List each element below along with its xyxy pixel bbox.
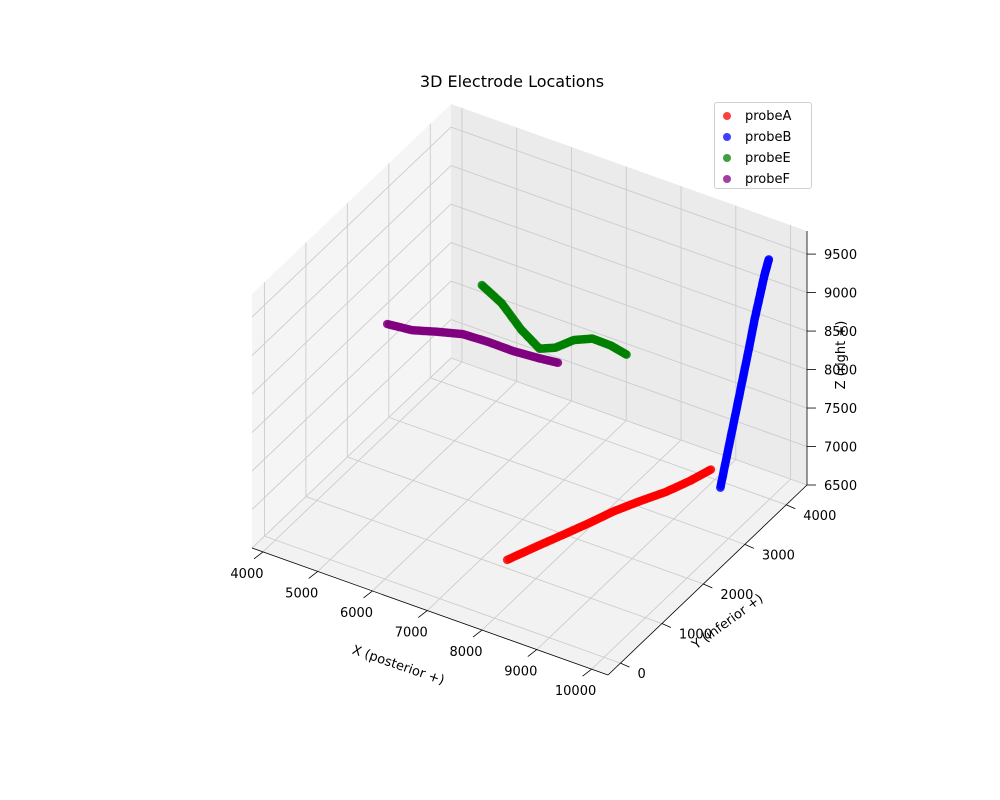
grid-line-x (536, 459, 737, 650)
x-tick-label: 10000 (555, 684, 596, 699)
grid-line-x (262, 361, 463, 553)
chart-title: 3D Electrode Locations (420, 72, 604, 91)
x-tick-label: 8000 (449, 645, 482, 660)
axis-lines (251, 231, 808, 676)
grid-line-z (450, 280, 808, 409)
z-axis-label: Z (right +) (834, 321, 849, 390)
x-axis-label: X (posterior +) (350, 643, 446, 689)
grid-line-x (426, 420, 627, 611)
legend-marker (723, 154, 731, 162)
grid-line-z (251, 319, 452, 510)
side-pane (252, 104, 451, 548)
y-tick-mark (703, 583, 713, 589)
grid-line-y (347, 456, 704, 585)
legend-label: probeE (745, 150, 791, 166)
grid-lines (251, 107, 808, 670)
x-tick-mark (527, 649, 538, 657)
grid-line-z (251, 280, 452, 472)
x-tick-label: 6000 (340, 606, 373, 621)
x-tick-mark (582, 668, 592, 677)
series-probeF (382, 319, 563, 368)
grid-line-x (481, 439, 682, 631)
grid-line-x (591, 478, 791, 670)
legend-marker (723, 133, 731, 141)
z-tick-label: 8500 (824, 325, 857, 340)
x-tick-label: 4000 (230, 567, 263, 582)
grid-line-z (251, 126, 452, 318)
grid-line-z (450, 203, 808, 332)
legend-label: probeA (745, 108, 792, 124)
y-tick-mark (620, 662, 630, 668)
data-point (706, 465, 716, 474)
x-tick-mark (253, 551, 264, 560)
grid-line-z (450, 357, 808, 486)
x-tick-label: 5000 (285, 586, 318, 601)
x-tick-label: 9000 (504, 665, 537, 680)
y-tick-mark (744, 544, 754, 549)
z-tick-label: 8000 (824, 364, 857, 379)
y-axis-line (607, 484, 808, 676)
y-tick-label: 4000 (803, 509, 836, 524)
data-points (382, 255, 774, 565)
y-tick-mark (786, 504, 796, 510)
grid-line-z (450, 126, 808, 255)
series-probeE (477, 280, 631, 359)
grid-line-y (388, 416, 745, 545)
data-point (764, 255, 774, 264)
legend-marker (723, 112, 731, 120)
y-tick-label: 3000 (762, 548, 795, 563)
legend-item-probeF: probeF (723, 170, 790, 188)
data-point (622, 350, 631, 359)
z-tick-label: 7000 (824, 441, 857, 456)
legend-item-probeE: probeE (723, 149, 791, 167)
y-tick-label: 0 (637, 667, 645, 682)
legend-item-probeA: probeA (723, 107, 791, 125)
y-tick-label: 1000 (679, 628, 712, 643)
grid-line-z (251, 165, 452, 356)
x-tick-mark (418, 610, 428, 618)
axis-panes (252, 104, 807, 675)
x-tick-mark (308, 571, 318, 579)
grid-line-y (264, 535, 621, 664)
legend-marker (723, 175, 731, 183)
z-tick-label: 6500 (824, 479, 857, 494)
legend-item-probeB: probeB (723, 128, 791, 146)
y-tick-label: 2000 (720, 588, 753, 603)
z-tick-label: 9500 (824, 248, 857, 263)
grid-line-z (251, 357, 452, 549)
legend-label: probeB (745, 129, 792, 145)
legend: probeA probeB probeE probeF (714, 102, 812, 189)
legend-label: probeF (745, 171, 790, 187)
x-tick-mark (363, 590, 373, 599)
grid-line-x (372, 400, 572, 592)
grid-line-z (251, 242, 452, 433)
series-probeB (716, 255, 774, 492)
series-probeA (502, 465, 716, 565)
grid-line-y (430, 377, 787, 506)
grid-line-z (450, 319, 808, 447)
grid-line-x (317, 381, 518, 572)
y-tick-mark (661, 623, 672, 628)
data-point (553, 358, 563, 368)
z-tick-label: 9000 (824, 287, 857, 302)
x-axis-line (251, 547, 609, 676)
grid-line-z (450, 165, 808, 293)
grid-line-y (305, 496, 663, 624)
grid-line-z (251, 203, 452, 395)
z-tick-label: 7500 (824, 402, 857, 417)
tick-labels: 4000 5000 6000 7000 8000 9000 10000 0 1000 2000 30… (230, 248, 857, 699)
x-tick-mark (472, 629, 483, 638)
x-tick-label: 7000 (395, 626, 428, 641)
